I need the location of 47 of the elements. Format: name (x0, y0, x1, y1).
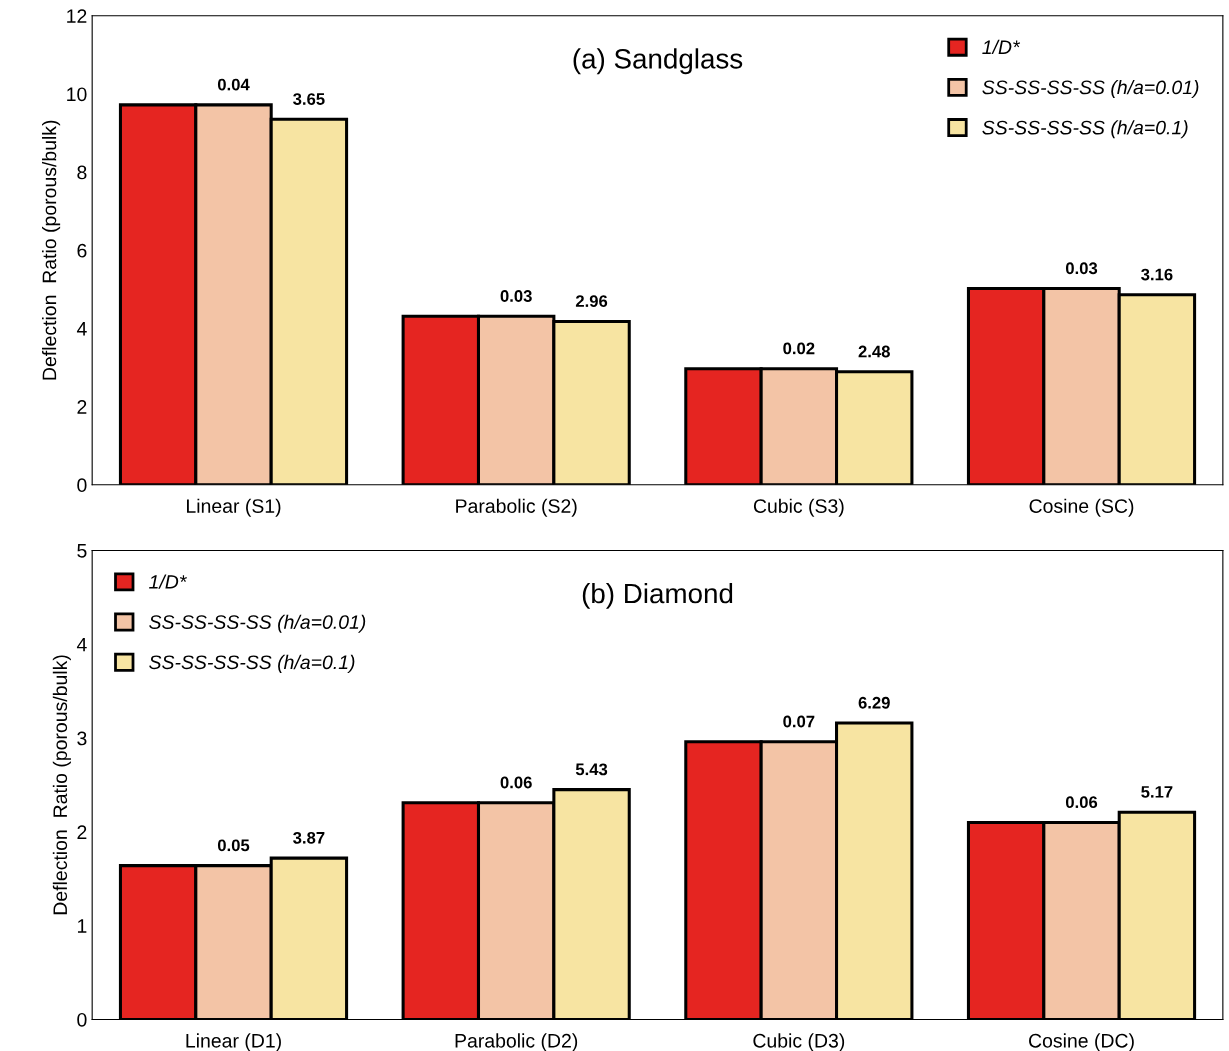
y-tick-label: 4 (76, 322, 87, 336)
annotation: 3.87 (293, 831, 325, 844)
y-tick-label: 5 (77, 544, 87, 558)
y-tick-label: 2 (77, 825, 87, 839)
y-tick-label: 6 (77, 243, 87, 258)
annotation: 0.03 (1065, 262, 1098, 275)
annotation: 5.17 (1141, 786, 1173, 798)
x-tick-label: Parabolic (S2) (456, 498, 577, 517)
legend-label: SS-SS-SS-SS (h/a=0.1) (149, 654, 355, 673)
legend-label: SS-SS-SS-SS (h/a=0.01) (149, 614, 366, 633)
annotation: 0.04 (217, 78, 250, 91)
annotation: 2.48 (858, 345, 890, 358)
annotation: 0.07 (783, 715, 815, 728)
x-tick-label: Cubic (D3) (753, 1033, 845, 1051)
annotation: 3.16 (1141, 268, 1173, 281)
text: (a) Sandglass (573, 48, 743, 75)
y-axis-title: Deflection Ratio (porous/bulk) (52, 655, 71, 915)
annotation: 6.29 (858, 696, 890, 709)
x-tick-label: Linear (S1) (187, 498, 281, 517)
legend-label: 1/D* (149, 574, 187, 589)
annotation: 3.65 (293, 93, 325, 105)
legend-label: SS-SS-SS-SS (h/a=0.1) (982, 120, 1188, 139)
y-tick-label: 1 (77, 919, 87, 933)
annotation: 2.96 (575, 295, 608, 308)
x-tick-label: Cosine (SC) (1029, 498, 1134, 517)
annotation: 0.05 (217, 839, 250, 852)
y-tick-label: 2 (77, 400, 87, 414)
annotation: 0.06 (500, 776, 532, 789)
x-tick-label: Cosine (DC) (1029, 1033, 1134, 1051)
y-tick-label: 0 (77, 1012, 87, 1027)
x-tick-label: Parabolic (D2) (455, 1033, 578, 1051)
annotation: 0.06 (1065, 796, 1098, 809)
legend-label: SS-SS-SS-SS (h/a=0.01) (982, 79, 1199, 99)
y-tick-label: 0 (77, 478, 87, 493)
y-axis-title: Deflection Ratio (porous/bulk) (42, 120, 61, 380)
y-tick-label: 10 (67, 87, 87, 102)
y-tick-label: 3 (77, 731, 87, 746)
y-tick-label: 12 (67, 9, 87, 23)
legend-label: 1/D* (982, 39, 1021, 55)
annotation: 5.43 (575, 763, 608, 776)
text: (b) Diamond (582, 582, 733, 609)
y-tick-label: 8 (77, 165, 87, 180)
annotation: 0.02 (783, 342, 815, 355)
x-tick-label: Linear (D1) (186, 1033, 281, 1051)
x-tick-label: Cubic (S3) (753, 498, 844, 517)
y-tick-label: 4 (76, 637, 87, 652)
annotation: 0.03 (500, 290, 532, 302)
